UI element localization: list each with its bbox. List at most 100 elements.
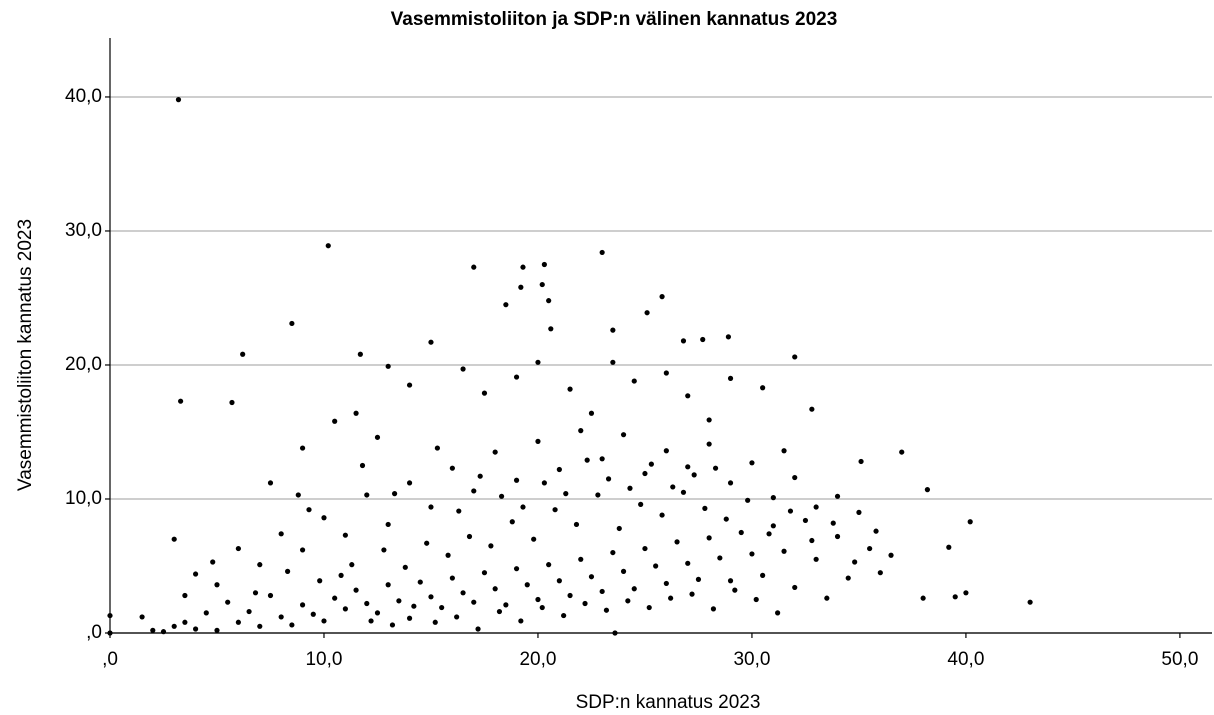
point [760, 385, 766, 391]
point [792, 584, 798, 591]
point [627, 485, 633, 491]
point [295, 492, 301, 498]
point [460, 590, 466, 596]
point [278, 614, 284, 620]
point [411, 603, 417, 609]
point [374, 434, 381, 440]
point [456, 508, 462, 514]
x-tick-label: 40,0 [947, 649, 984, 670]
point [246, 608, 252, 615]
point [749, 551, 755, 557]
point [321, 515, 327, 521]
point [787, 508, 794, 514]
point [481, 570, 488, 576]
point [578, 556, 584, 562]
point [434, 445, 440, 451]
point [599, 249, 605, 256]
x-axis-label: SDP:n kannatus 2023 [576, 692, 761, 713]
point [477, 473, 483, 479]
point [612, 630, 618, 636]
point [877, 570, 883, 576]
point [858, 458, 864, 465]
point [552, 507, 558, 513]
point [695, 576, 702, 582]
point [364, 600, 370, 607]
point [192, 626, 199, 632]
point [638, 501, 644, 507]
point [648, 461, 654, 467]
point [631, 586, 637, 592]
point [182, 619, 188, 625]
point [299, 602, 306, 608]
point [603, 607, 610, 613]
point [520, 264, 526, 270]
point [417, 579, 423, 585]
point [471, 488, 477, 494]
point [809, 406, 815, 412]
point [381, 547, 387, 553]
point [321, 618, 327, 624]
point [353, 587, 359, 593]
point [584, 457, 590, 463]
point [1027, 599, 1033, 605]
point [813, 504, 819, 510]
point [563, 491, 569, 497]
point [449, 465, 455, 471]
point [781, 548, 787, 554]
y-axis-label: Vasemmistoliiton kannatus 2023 [15, 219, 36, 491]
point [359, 462, 366, 469]
point [685, 393, 691, 399]
point [342, 532, 348, 538]
point [267, 480, 274, 486]
point [402, 564, 408, 570]
point [963, 590, 969, 596]
point [535, 438, 541, 444]
point [792, 474, 798, 481]
point [535, 596, 541, 603]
point [659, 512, 665, 518]
point [385, 582, 391, 588]
point [845, 575, 851, 581]
point [406, 382, 413, 388]
point [171, 536, 177, 542]
point [492, 586, 498, 592]
point [317, 578, 323, 584]
point [561, 612, 567, 619]
point [867, 545, 873, 552]
point [374, 610, 381, 616]
point [663, 580, 669, 587]
point [353, 410, 359, 416]
point [700, 336, 706, 343]
point [171, 623, 177, 629]
point [391, 491, 398, 497]
point [616, 525, 622, 532]
point [588, 410, 595, 416]
point [357, 351, 363, 357]
point [646, 604, 652, 611]
point [946, 544, 952, 550]
point [770, 523, 776, 529]
point [471, 599, 477, 605]
point [368, 618, 374, 624]
point [567, 386, 573, 392]
point [214, 582, 220, 588]
point [325, 243, 331, 249]
point [834, 493, 841, 499]
point [710, 606, 717, 612]
point [952, 594, 958, 600]
point [406, 615, 413, 621]
point [503, 302, 509, 308]
point [518, 618, 524, 624]
point [852, 559, 858, 565]
point [349, 562, 355, 568]
point [595, 492, 601, 498]
point [235, 619, 241, 625]
point [235, 545, 241, 552]
point [610, 359, 616, 365]
point [541, 480, 547, 486]
point [252, 590, 259, 596]
point [573, 521, 580, 528]
point [524, 582, 530, 588]
point [706, 417, 712, 423]
